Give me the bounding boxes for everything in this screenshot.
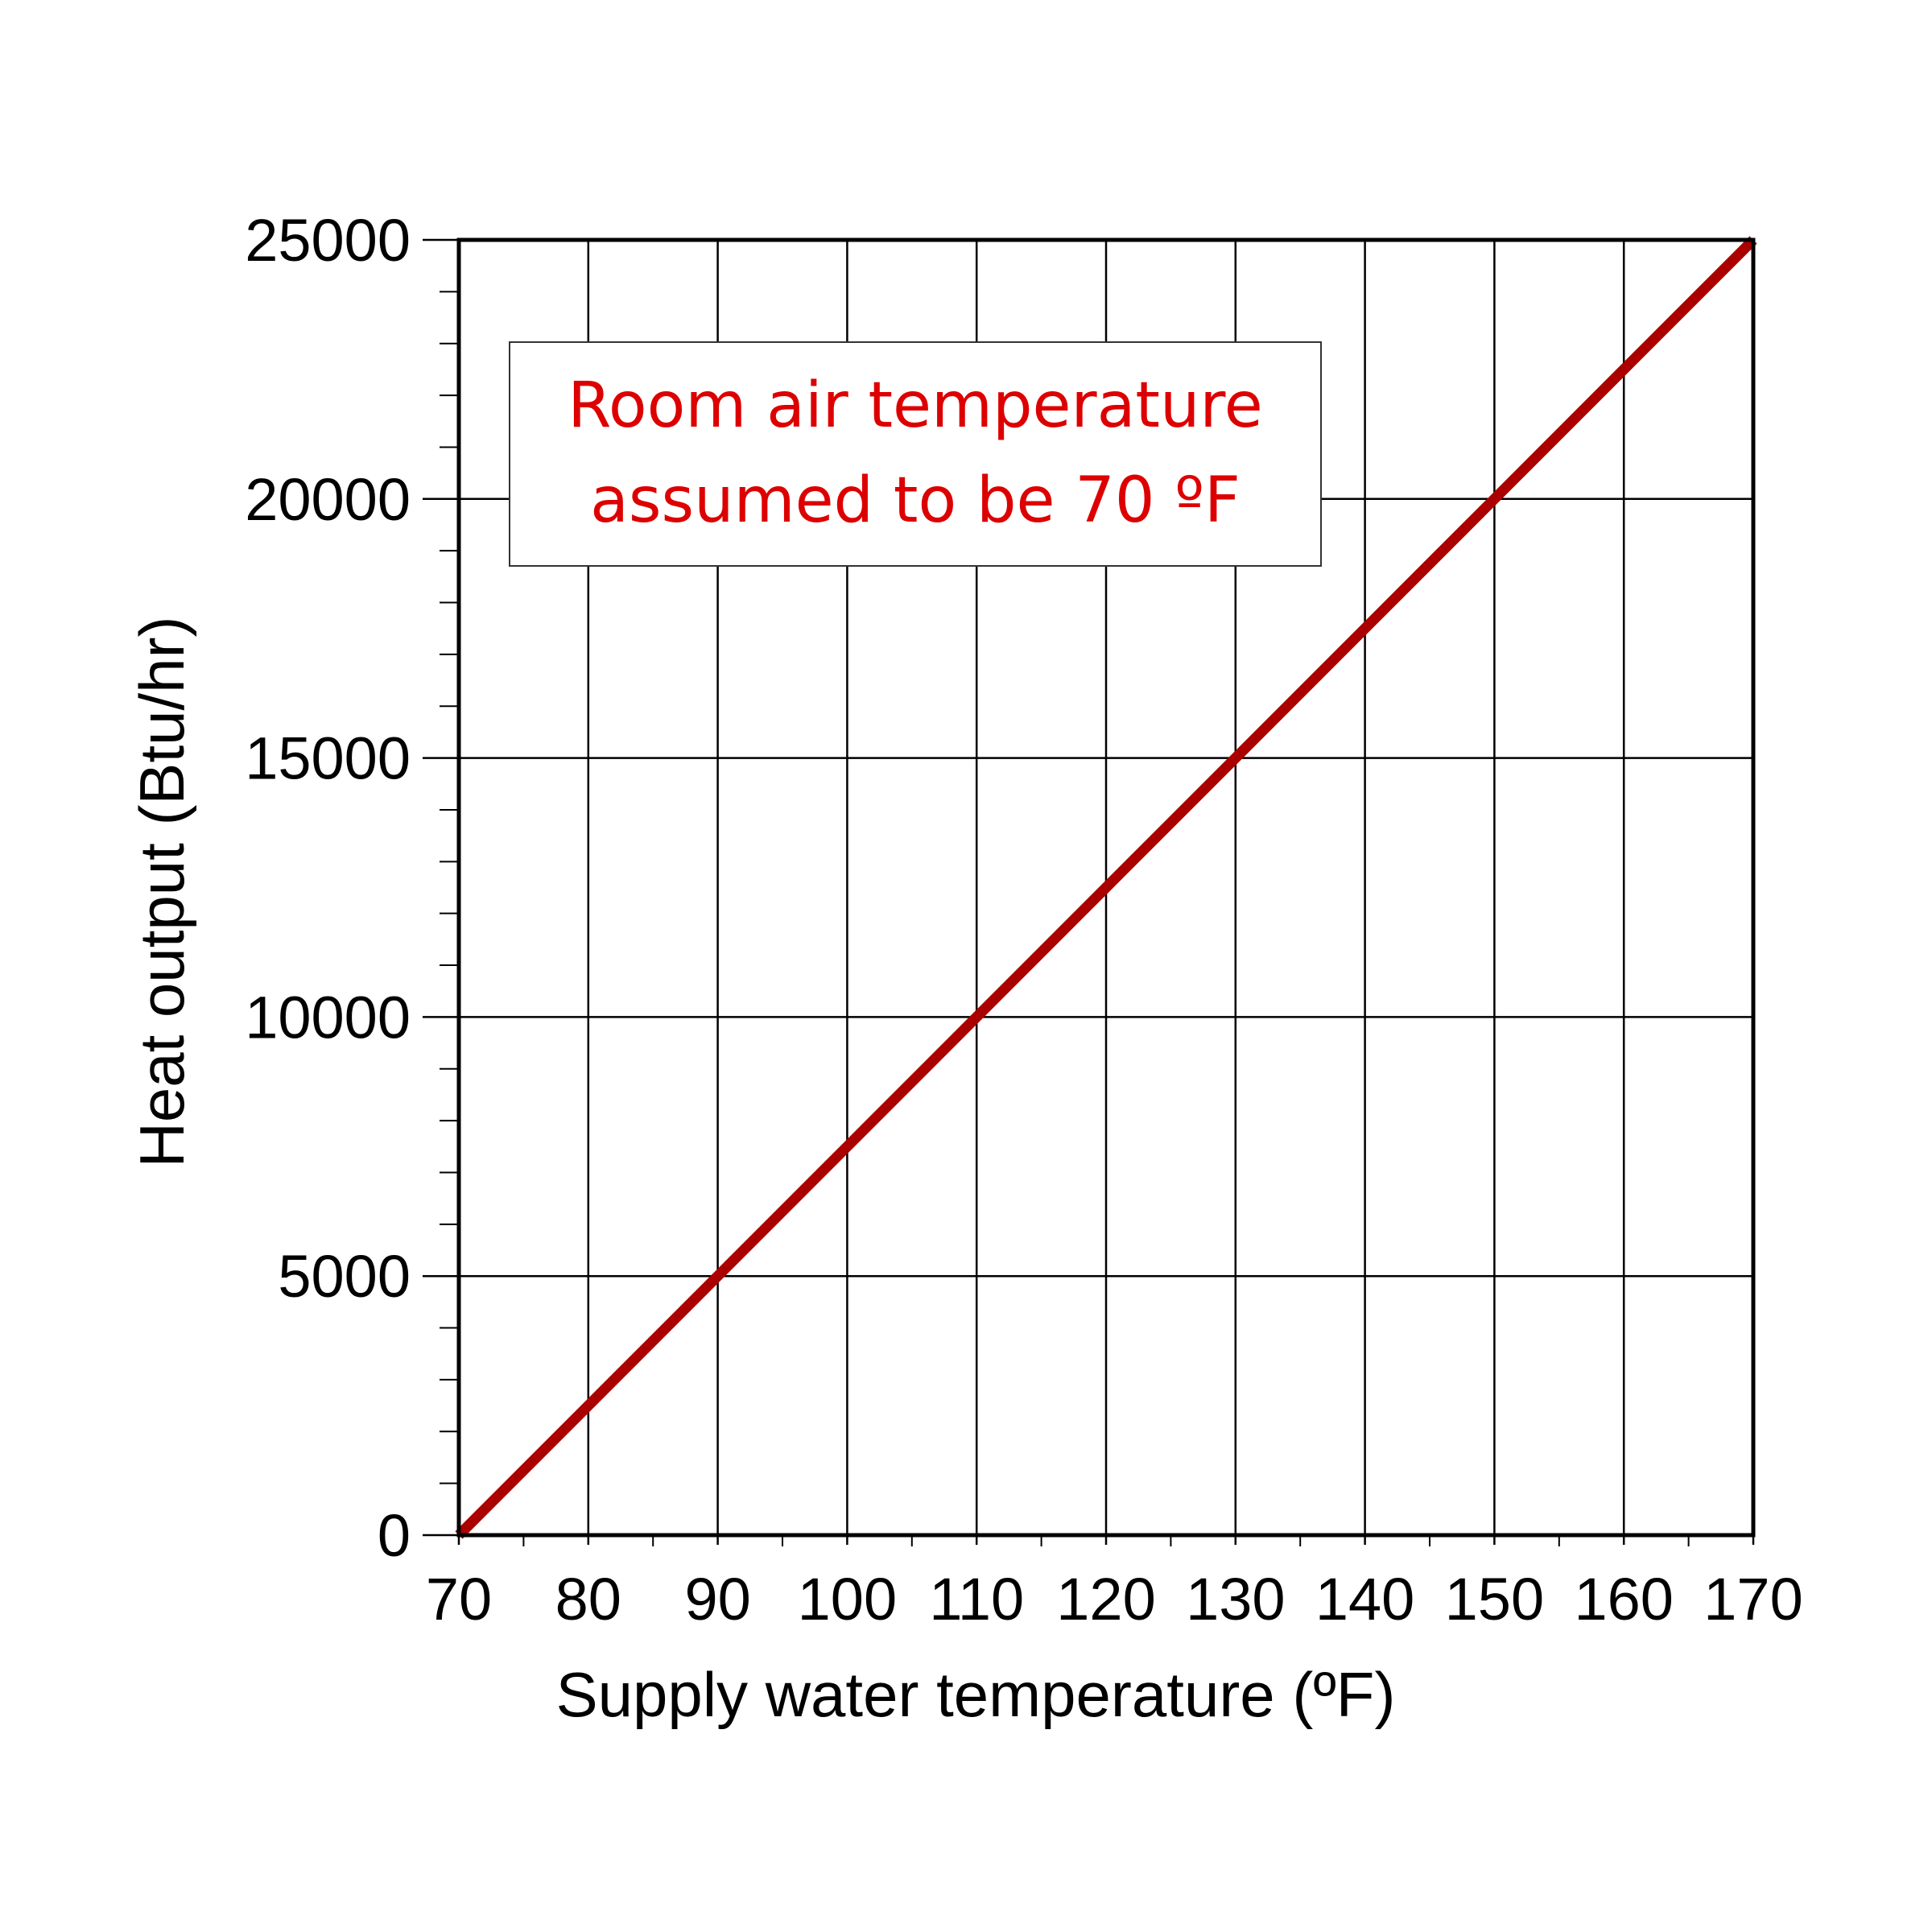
x-axis-title: Supply water temperature (ºF) xyxy=(556,1659,1396,1730)
x-tick-label: 120 xyxy=(1056,1566,1155,1633)
series-layer xyxy=(455,236,1757,1539)
x-tick-labels: 70 80 90 100 110 120 130 140 150 160 170 xyxy=(426,1566,1803,1633)
x-tick-label: 150 xyxy=(1445,1566,1544,1633)
y-tick-label: 5000 xyxy=(278,1243,411,1310)
x-tick-label: 140 xyxy=(1315,1566,1414,1633)
y-tick-label: 20000 xyxy=(245,466,411,533)
annotation-frame xyxy=(509,341,1322,567)
x-tick-label: 80 xyxy=(555,1566,621,1633)
x-tick-label: 130 xyxy=(1186,1566,1285,1633)
x-tick-label: 160 xyxy=(1574,1566,1673,1633)
x-tick-label: 100 xyxy=(798,1566,897,1633)
y-axis-title: Heat output (Btu/hr) xyxy=(126,616,197,1167)
x-tick-label: 110 xyxy=(929,1566,1024,1633)
y-tick-label: 0 xyxy=(378,1502,411,1569)
annotation-line-1: Room air temperature xyxy=(568,369,1263,442)
x-tick-label: 170 xyxy=(1703,1566,1802,1633)
y-tick-label: 10000 xyxy=(245,984,411,1051)
x-tick-label: 90 xyxy=(684,1566,750,1633)
y-tick-label: 25000 xyxy=(245,207,411,274)
annotation-line-2: assumed to be 70 ºF xyxy=(590,464,1241,537)
annotation-box: Room air temperature assumed to be 70 ºF xyxy=(509,341,1322,567)
plot-frame xyxy=(456,237,1756,1538)
x-tick-label: 70 xyxy=(426,1566,492,1633)
y-tick-labels: 0 5000 10000 15000 20000 25000 xyxy=(245,207,411,1569)
minor-ticks xyxy=(440,291,1755,1546)
y-tick-label: 15000 xyxy=(245,725,411,792)
series-line xyxy=(455,236,1757,1539)
